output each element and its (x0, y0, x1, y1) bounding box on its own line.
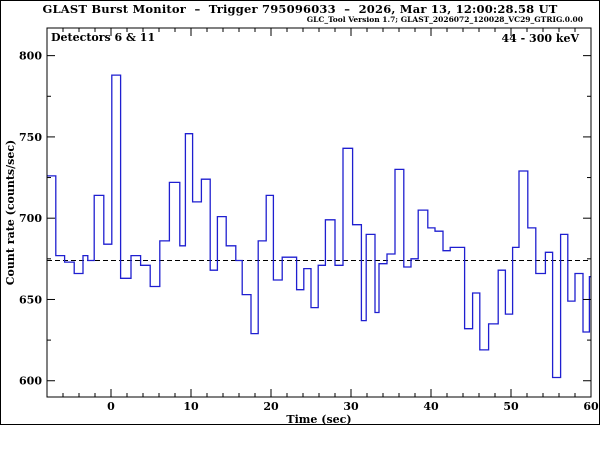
x-tick-label: 40 (423, 400, 439, 413)
plot-subtitle: GLC_Tool Version 1.7; GLAST_2026072_1200… (306, 15, 583, 24)
energy-range-label: 44 - 300 keV (501, 32, 579, 45)
x-tick-label: 10 (183, 400, 199, 413)
x-tick-label: 30 (343, 400, 359, 413)
y-tick-label: 600 (19, 375, 42, 388)
x-tick-label: 0 (107, 400, 115, 413)
lightcurve-chart: 0 10 20 30 40 50 60 600 650 700 750 800 Time (sec) Co… (4, 27, 599, 425)
x-tick-label: 60 (583, 400, 599, 413)
plot-title: GLAST Burst Monitor – Trigger 795096033 … (42, 2, 558, 16)
x-tick-label: 50 (503, 400, 519, 413)
y-tick-label: 800 (19, 50, 42, 63)
y-tick-label: 750 (19, 131, 42, 144)
y-tick-label: 650 (19, 293, 42, 306)
y-tick-label: 700 (19, 212, 42, 225)
step-line (47, 74, 591, 379)
plot-frame (0, 0, 600, 425)
x-axis-label: Time (sec) (286, 413, 351, 425)
plot-border (46, 27, 592, 398)
x-tick-label: 20 (263, 400, 279, 413)
detectors-label: Detectors 6 & 11 (51, 31, 156, 44)
y-axis-label: Count rate (counts/sec) (4, 140, 17, 285)
